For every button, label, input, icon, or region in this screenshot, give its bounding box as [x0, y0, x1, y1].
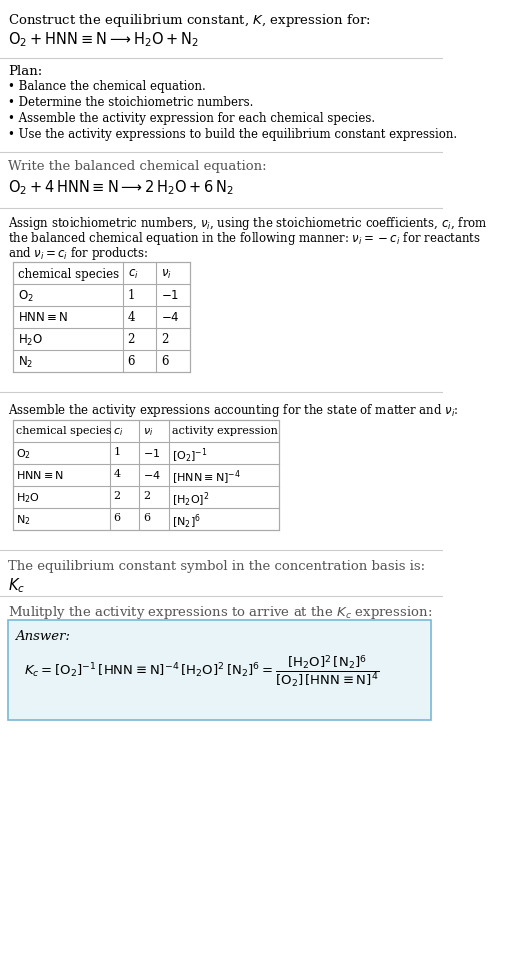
Text: $\mathrm{N_2}$: $\mathrm{N_2}$ [18, 355, 33, 370]
Text: the balanced chemical equation in the following manner: $\nu_i = -c_i$ for react: the balanced chemical equation in the fo… [8, 230, 482, 247]
Text: • Use the activity expressions to build the equilibrium constant expression.: • Use the activity expressions to build … [8, 128, 457, 141]
Text: • Balance the chemical equation.: • Balance the chemical equation. [8, 80, 206, 93]
Text: $-1$: $-1$ [143, 447, 160, 459]
Text: 2: 2 [143, 491, 150, 501]
FancyBboxPatch shape [13, 262, 190, 372]
Text: Construct the equilibrium constant, $K$, expression for:: Construct the equilibrium constant, $K$,… [8, 12, 371, 29]
Text: Assign stoichiometric numbers, $\nu_i$, using the stoichiometric coefficients, $: Assign stoichiometric numbers, $\nu_i$, … [8, 215, 488, 232]
Text: 2: 2 [161, 333, 169, 346]
Text: 6: 6 [161, 355, 169, 368]
Text: • Determine the stoichiometric numbers.: • Determine the stoichiometric numbers. [8, 96, 254, 109]
Text: $\mathrm{H_2O}$: $\mathrm{H_2O}$ [18, 333, 43, 348]
Text: $\mathrm{HNN{\equiv}N}$: $\mathrm{HNN{\equiv}N}$ [16, 469, 64, 481]
Text: $K_c = [\mathrm{O_2}]^{-1}\,[\mathrm{HNN{\equiv}N}]^{-4}\,[\mathrm{H_2O}]^{2}\,[: $K_c = [\mathrm{O_2}]^{-1}\,[\mathrm{HNN… [24, 654, 379, 690]
Text: Plan:: Plan: [8, 65, 42, 78]
Text: $\mathrm{N_2}$: $\mathrm{N_2}$ [16, 513, 30, 527]
Text: $\mathrm{H_2O}$: $\mathrm{H_2O}$ [16, 491, 40, 505]
Text: 6: 6 [113, 513, 121, 523]
Text: Assemble the activity expressions accounting for the state of matter and $\nu_i$: Assemble the activity expressions accoun… [8, 402, 459, 419]
Text: $-4$: $-4$ [143, 469, 160, 481]
Text: $c_i$: $c_i$ [113, 426, 124, 438]
Text: activity expression: activity expression [172, 426, 278, 436]
Text: $K_c$: $K_c$ [8, 576, 26, 595]
Text: $[\mathrm{H_2O}]^{2}$: $[\mathrm{H_2O}]^{2}$ [172, 491, 210, 509]
Text: $[\mathrm{N_2}]^{6}$: $[\mathrm{N_2}]^{6}$ [172, 513, 201, 532]
FancyBboxPatch shape [13, 420, 279, 530]
Text: chemical species: chemical species [18, 268, 119, 281]
Text: The equilibrium constant symbol in the concentration basis is:: The equilibrium constant symbol in the c… [8, 560, 425, 573]
Text: 4: 4 [127, 311, 135, 324]
FancyBboxPatch shape [8, 620, 431, 720]
Text: Write the balanced chemical equation:: Write the balanced chemical equation: [8, 160, 267, 173]
Text: $\mathrm{HNN{\equiv}N}$: $\mathrm{HNN{\equiv}N}$ [18, 311, 68, 324]
Text: $\mathrm{O_2 + HNN{\equiv}N \longrightarrow H_2O + N_2}$: $\mathrm{O_2 + HNN{\equiv}N \longrightar… [8, 30, 200, 49]
Text: $\mathrm{O_2 + 4\,HNN{\equiv}N \longrightarrow 2\,H_2O + 6\,N_2}$: $\mathrm{O_2 + 4\,HNN{\equiv}N \longrigh… [8, 178, 235, 196]
Text: chemical species: chemical species [16, 426, 112, 436]
Text: 1: 1 [127, 289, 135, 302]
Text: 2: 2 [113, 491, 121, 501]
Text: Mulitply the activity expressions to arrive at the $K_c$ expression:: Mulitply the activity expressions to arr… [8, 604, 433, 621]
Text: $\mathrm{O_2}$: $\mathrm{O_2}$ [18, 289, 34, 304]
Text: 6: 6 [127, 355, 135, 368]
Text: • Assemble the activity expression for each chemical species.: • Assemble the activity expression for e… [8, 112, 376, 125]
Text: $-4$: $-4$ [161, 311, 180, 324]
Text: 6: 6 [143, 513, 150, 523]
Text: $[\mathrm{O_2}]^{-1}$: $[\mathrm{O_2}]^{-1}$ [172, 447, 208, 465]
Text: 2: 2 [127, 333, 135, 346]
Text: 1: 1 [113, 447, 121, 457]
Text: 4: 4 [113, 469, 121, 479]
Text: Answer:: Answer: [15, 630, 70, 643]
Text: $\nu_i$: $\nu_i$ [143, 426, 153, 438]
Text: $\nu_i$: $\nu_i$ [161, 268, 172, 281]
Text: and $\nu_i = c_i$ for products:: and $\nu_i = c_i$ for products: [8, 245, 149, 262]
Text: $c_i$: $c_i$ [127, 268, 138, 281]
Text: $-1$: $-1$ [161, 289, 180, 302]
Text: $\mathrm{O_2}$: $\mathrm{O_2}$ [16, 447, 31, 461]
Text: $[\mathrm{HNN{\equiv}N}]^{-4}$: $[\mathrm{HNN{\equiv}N}]^{-4}$ [172, 469, 241, 487]
